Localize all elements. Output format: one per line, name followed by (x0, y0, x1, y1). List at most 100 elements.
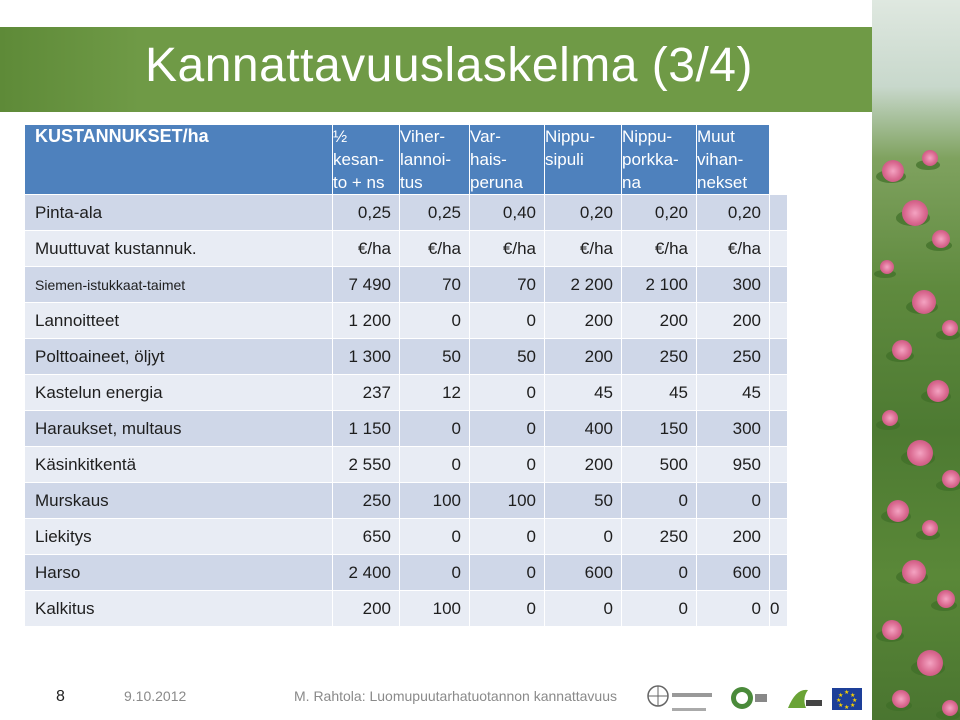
table-cell: 0 (399, 446, 470, 483)
table-cell: 200 (544, 446, 622, 483)
table-cell-empty (768, 410, 789, 447)
table-cell: 0 (469, 374, 545, 411)
top-band (0, 0, 960, 27)
slide-title: Kannattavuuslaskelma (3/4) (145, 39, 753, 92)
table-cell: 200 (544, 338, 622, 375)
table-cell: 200 (332, 590, 400, 627)
clover-blossom (932, 230, 950, 248)
table-cell: €/ha (332, 230, 400, 267)
table-cell: 0 (469, 518, 545, 555)
clover-blossom (927, 380, 949, 402)
header-col-6: Muut vihan-nekset (696, 124, 770, 195)
table-cell: 600 (696, 554, 770, 591)
title-band-accent (0, 27, 140, 112)
table-cell: 2 400 (332, 554, 400, 591)
row-label: Kastelun energia (24, 374, 333, 411)
table-cell: 0 (621, 590, 697, 627)
cost-table: KUSTANNUKSET/ha ½ kesan-to + ns Viher-lan… (24, 124, 789, 627)
header-col-1: ½ kesan-to + ns (332, 124, 400, 195)
table-cell: 200 (544, 302, 622, 339)
table-cell: 0 (469, 590, 545, 627)
table-row: Haraukset, multaus 1 150 0 0 400 150 300 (24, 410, 789, 447)
row-label: Käsinkitkentä (24, 446, 333, 483)
table-cell: 250 (621, 338, 697, 375)
clover-blossom (937, 590, 955, 608)
table-cell: 2 100 (621, 266, 697, 303)
table-cell: 500 (621, 446, 697, 483)
table-cell: 50 (399, 338, 470, 375)
table-row: Muuttuvat kustannuk. €/ha €/ha €/ha €/ha €/ha… (24, 230, 789, 267)
table-cell-empty (768, 194, 789, 231)
table-cell: 45 (621, 374, 697, 411)
table-cell: 0 (696, 482, 770, 519)
eu-flag-logo: ★ ★ ★ ★ ★ ★ ★ ★ (832, 688, 862, 711)
table-cell: 200 (621, 302, 697, 339)
row-label: Murskaus (24, 482, 333, 519)
row-label: Haraukset, multaus (24, 410, 333, 447)
table-cell: 0 (399, 302, 470, 339)
table-cell: 0 (544, 590, 622, 627)
footer-date: 9.10.2012 (124, 688, 187, 704)
table-cell: 0 (621, 482, 697, 519)
table-cell: 200 (696, 302, 770, 339)
table-cell: 0 (399, 410, 470, 447)
page-number: 8 (56, 688, 65, 705)
table-cell: 7 490 (332, 266, 400, 303)
header-col-2: Viher-lannoi-tus (399, 124, 470, 195)
table-cell-empty (768, 266, 789, 303)
table-cell: €/ha (399, 230, 470, 267)
table-cell: 600 (544, 554, 622, 591)
clover-blossom (887, 500, 909, 522)
table-row: Murskaus 250 100 100 50 0 0 (24, 482, 789, 519)
table-cell: 200 (696, 518, 770, 555)
table-cell: 250 (696, 338, 770, 375)
table-cell: 300 (696, 266, 770, 303)
clover-leaf (874, 270, 896, 279)
header-col-3: Var-hais-peruna (469, 124, 545, 195)
row-label: Harso (24, 554, 333, 591)
clover-blossom (907, 440, 933, 466)
table-cell: 2 550 (332, 446, 400, 483)
table-cell: 1 200 (332, 302, 400, 339)
clover-blossom (902, 200, 928, 226)
table-cell: 950 (696, 446, 770, 483)
table-row: Kastelun energia 237 12 0 45 45 45 (24, 374, 789, 411)
table-cell: 1 300 (332, 338, 400, 375)
table-row: Liekitys 650 0 0 0 250 200 (24, 518, 789, 555)
clover-blossom (902, 560, 926, 584)
table-cell: 100 (399, 590, 470, 627)
table-cell: 0 (469, 554, 545, 591)
table-cell-empty (768, 230, 789, 267)
table-cell-empty (768, 518, 789, 555)
row-label: Pinta-ala (24, 194, 333, 231)
table-cell: 250 (332, 482, 400, 519)
clover-blossom (917, 650, 943, 676)
table-cell: 100 (469, 482, 545, 519)
table-cell: 0 (621, 554, 697, 591)
table-cell: 150 (621, 410, 697, 447)
table-cell: 650 (332, 518, 400, 555)
row-label: Lannoitteet (24, 302, 333, 339)
table-cell: 70 (469, 266, 545, 303)
table-header-row: KUSTANNUKSET/ha ½ kesan-to + ns Viher-lan… (24, 124, 788, 195)
clover-blossom (892, 690, 910, 708)
clover-blossom (892, 340, 912, 360)
table-cell: €/ha (544, 230, 622, 267)
clover-blossom (882, 160, 904, 182)
table-cell: 45 (544, 374, 622, 411)
table-cell: 0 (399, 554, 470, 591)
table-row: Pinta-ala 0,25 0,25 0,40 0,20 0,20 0,20 (24, 194, 789, 231)
table-cell: 0 (469, 302, 545, 339)
clover-blossom (880, 260, 894, 274)
table-cell: 12 (399, 374, 470, 411)
table-cell: 0 (469, 410, 545, 447)
clover-blossom (922, 520, 938, 536)
table-cell: 0,40 (469, 194, 545, 231)
table-cell-empty (768, 554, 789, 591)
table-cell: 0 (469, 446, 545, 483)
row-label: Polttoaineet, öljyt (24, 338, 333, 375)
table-cell: 0 (696, 590, 770, 627)
table-cell-empty (768, 482, 789, 519)
header-col-4: Nippu-sipuli (544, 124, 622, 195)
table-cell: 0,25 (332, 194, 400, 231)
